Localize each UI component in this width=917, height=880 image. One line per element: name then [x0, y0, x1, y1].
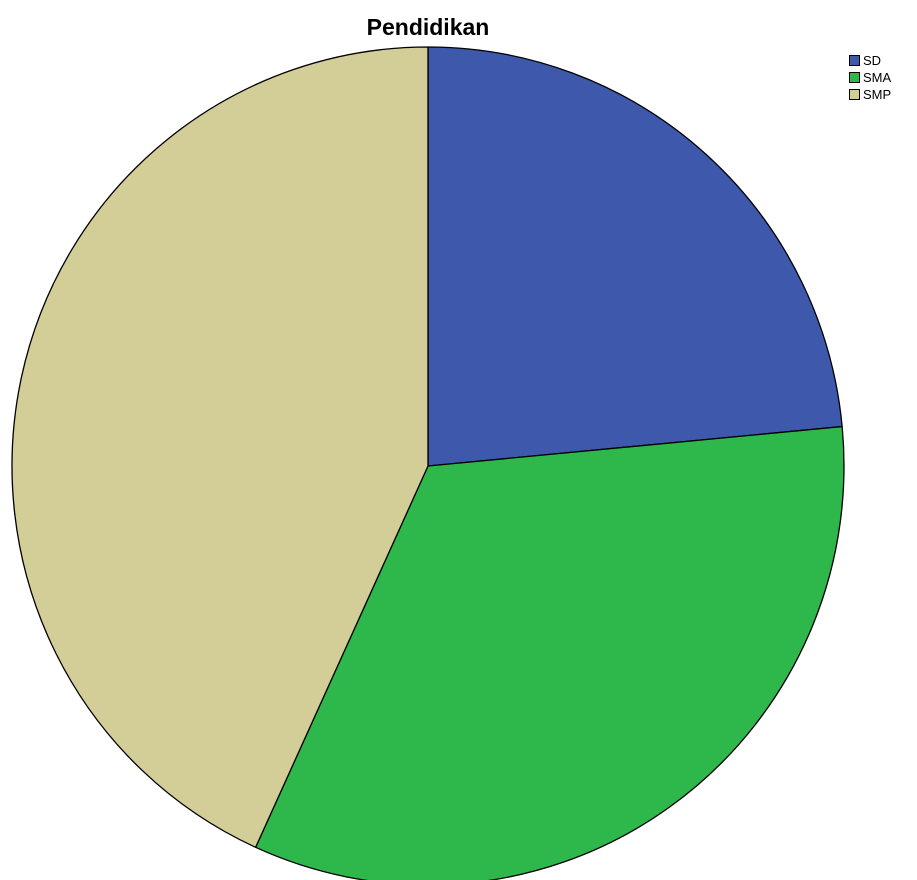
legend-swatch-sma [849, 72, 860, 83]
pie-slice-sma [254, 425, 845, 880]
legend-label-smp: SMP [863, 87, 892, 102]
legend: SD SMA SMP [849, 52, 891, 103]
pie-slice-smp [11, 46, 429, 848]
legend-item-sma: SMA [849, 69, 891, 86]
legend-item-sd: SD [849, 52, 891, 69]
legend-swatch-smp [849, 89, 860, 100]
chart-title: Pendidikan [366, 14, 490, 40]
legend-label-sma: SMA [863, 70, 892, 85]
legend-swatch-sd [849, 55, 860, 66]
legend-label-sd: SD [863, 53, 882, 68]
legend-item-smp: SMP [849, 86, 891, 103]
pie-slice-sd [427, 46, 843, 467]
